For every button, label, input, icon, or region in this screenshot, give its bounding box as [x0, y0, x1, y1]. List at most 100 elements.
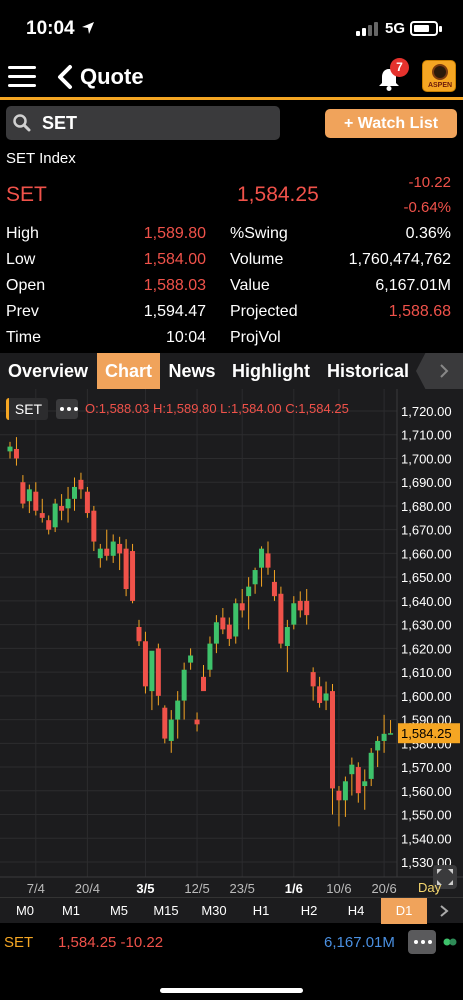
timeframe-m0[interactable]: M0: [15, 903, 35, 918]
x-tick-label-6: 10/6: [326, 881, 351, 896]
x-tick-label-0: 7/4: [27, 881, 45, 896]
candle-body-21: [142, 641, 148, 687]
candlestick-chart[interactable]: 1,720.00 1,710.00 1,700.00 1,690.00 1,680.00…: [0, 389, 463, 897]
candle-body-59: [388, 733, 394, 735]
candle-body-14: [97, 548, 103, 559]
x-tick-label-4: 23/5: [230, 881, 255, 896]
timeframe-m1[interactable]: M1: [61, 903, 81, 918]
tab-overview[interactable]: Overview: [7, 361, 89, 381]
ticker-price-change: 1,584.25 -10.22: [58, 934, 164, 951]
candle-body-55: [362, 781, 368, 787]
timeframe-h2[interactable]: H2: [300, 903, 318, 918]
stat-label-3: Prev: [6, 303, 39, 320]
expand-arrows-icon: [437, 869, 453, 885]
chart-options-button[interactable]: [56, 399, 78, 419]
y-tick-label-9: 1,630.00: [401, 618, 452, 633]
candle-body-41: [271, 581, 277, 597]
candle-body-16: [110, 541, 116, 556]
y-tick-label-15: 1,570.00: [401, 760, 452, 775]
timeframe-d1[interactable]: D1: [381, 898, 427, 924]
candle-body-10: [72, 486, 77, 499]
y-tick-label-18: 1,540.00: [401, 831, 452, 846]
more-dots-icon: [60, 407, 78, 411]
candle-body-15: [104, 548, 110, 556]
candle-body-12: [84, 491, 90, 514]
timeframe-m15[interactable]: M15: [153, 903, 179, 918]
aspen-logo[interactable]: ASPEN: [422, 60, 456, 92]
tab-chart[interactable]: Chart: [97, 353, 160, 389]
y-tick-label-16: 1,560.00: [401, 784, 452, 799]
signal-icon: [356, 22, 380, 36]
candle-body-9: [65, 498, 71, 509]
y-tick-label-6: 1,660.00: [401, 546, 452, 561]
watch-list-button[interactable]: + Watch List: [325, 109, 457, 138]
x-tick-label-1: 20/4: [75, 881, 100, 896]
home-indicator: [160, 988, 303, 993]
timeframe-bar: M0 M1 M5 M15 M30 H1 H2 H4 D1: [0, 897, 463, 924]
candle-body-0: [7, 446, 13, 452]
chart-period-label: Day: [418, 880, 442, 895]
stat-value-r-1: 1,760,474,762: [348, 251, 451, 268]
network-type: 5G: [385, 20, 406, 37]
chevron-right-icon[interactable]: [438, 904, 450, 918]
stat-value-3: 1,594.47: [143, 303, 206, 320]
last-price-marker-label: 1,584.25: [401, 726, 452, 741]
tabs-scroll-button[interactable]: [416, 353, 463, 389]
candle-body-26: [175, 700, 181, 720]
percent-change: -0.64%: [403, 199, 451, 216]
tab-news[interactable]: News: [168, 361, 216, 381]
timeframe-h1[interactable]: H1: [252, 903, 270, 918]
candle-body-6: [46, 520, 52, 530]
stat-value-1: 1,584.00: [143, 251, 206, 268]
candle-body-48: [317, 686, 323, 703]
back-chevron-icon[interactable]: [54, 64, 76, 90]
tab-historical[interactable]: Historical: [326, 361, 410, 381]
quote-symbol: SET: [6, 183, 47, 206]
logo-text: ASPEN: [427, 82, 453, 89]
candle-body-5: [39, 513, 45, 518]
candle-body-51: [336, 790, 342, 801]
candle-body-35: [233, 603, 239, 637]
candle-body-40: [265, 553, 271, 568]
candle-body-31: [207, 643, 213, 670]
stat-label-2: Open: [6, 277, 46, 294]
candle-body-22: [149, 650, 155, 692]
location-arrow-icon: [82, 22, 94, 34]
ticker-symbol: SET: [4, 934, 34, 951]
last-price-marker: [398, 723, 460, 744]
candle-body-52: [342, 781, 348, 801]
chart-fit-icon[interactable]: [433, 865, 457, 889]
stat-value-4: 10:04: [165, 329, 206, 346]
chevron-right-icon[interactable]: [438, 363, 450, 379]
search-icon: [13, 114, 31, 132]
stat-label-0: High: [6, 225, 39, 242]
candle-body-30: [201, 676, 206, 692]
ticker-more-button[interactable]: [408, 930, 436, 954]
stat-label-r-1: Volume: [230, 251, 284, 268]
stat-value-0: 1,589.80: [143, 225, 206, 242]
timeframe-h4[interactable]: H4: [347, 903, 365, 918]
chart-ohlc-readout: O:1,588.03 H:1,589.80 L:1,584.00 C:1,584…: [85, 401, 349, 416]
more-dots-icon: [414, 940, 432, 944]
timeframe-m30[interactable]: M30: [201, 903, 227, 918]
candle-body-23: [155, 648, 161, 696]
bottom-ticker[interactable]: SET 1,584.25 -10.22 6,167.01M: [0, 926, 463, 960]
search-input[interactable]: SET: [6, 106, 280, 140]
search-value: SET: [42, 113, 78, 133]
status-time: 10:04: [26, 18, 75, 39]
candle-body-3: [26, 489, 32, 502]
chart-symbol-chip[interactable]: SET: [6, 398, 48, 420]
price-change: -10.22: [408, 174, 451, 191]
candle-body-33: [220, 617, 226, 630]
battery-tip: [439, 26, 442, 32]
stat-label-r-3: Projected: [230, 303, 298, 320]
chart-canvas[interactable]: 1,720.00 1,710.00 1,700.00 1,690.00 1,680.00…: [0, 389, 463, 897]
menu-icon[interactable]: [8, 66, 36, 88]
timeframe-m5[interactable]: M5: [109, 903, 129, 918]
candle-body-39: [259, 548, 265, 568]
x-tick-label-2: 3/5: [136, 881, 154, 896]
refresh-swirl-icon[interactable]: [442, 934, 458, 950]
tab-highlight[interactable]: Highlight: [232, 361, 310, 381]
candle-body-37: [246, 586, 252, 597]
stat-value-r-2: 6,167.01M: [375, 277, 451, 294]
